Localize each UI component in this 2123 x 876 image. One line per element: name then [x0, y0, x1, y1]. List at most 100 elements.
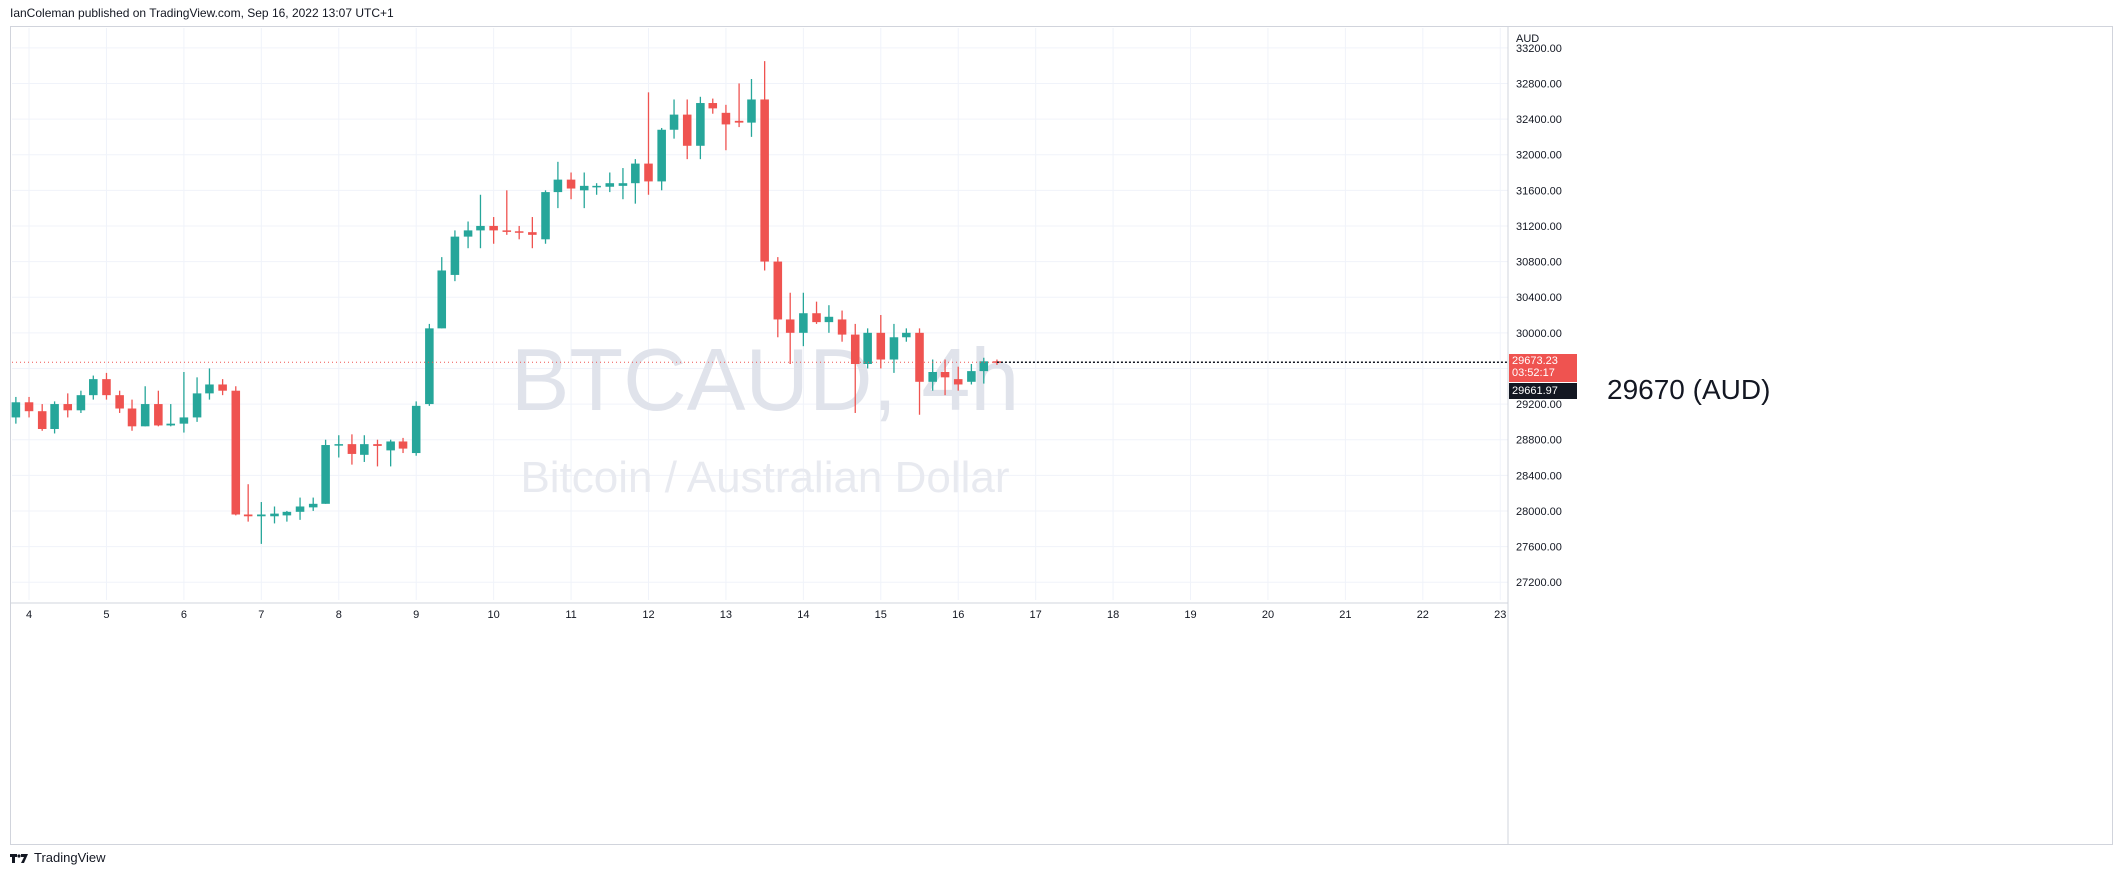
candle[interactable] — [463, 221, 473, 249]
candle[interactable] — [334, 435, 344, 458]
candle-body — [270, 513, 279, 517]
candle-body — [799, 313, 808, 333]
candle[interactable] — [398, 437, 408, 454]
candle-body — [437, 270, 447, 329]
candle[interactable] — [940, 359, 950, 396]
candle[interactable] — [166, 404, 176, 427]
candle[interactable] — [657, 127, 666, 191]
x-tick-label: 16 — [952, 609, 964, 621]
candle[interactable] — [850, 323, 860, 413]
candle[interactable] — [63, 393, 73, 418]
candle[interactable] — [979, 357, 989, 384]
candle[interactable] — [257, 502, 266, 544]
candle[interactable] — [37, 404, 47, 431]
candle[interactable] — [411, 401, 421, 456]
candle[interactable] — [967, 363, 976, 385]
candle[interactable] — [347, 434, 357, 465]
candle[interactable] — [514, 225, 524, 240]
candle[interactable] — [437, 257, 447, 329]
candle[interactable] — [528, 217, 537, 249]
candle[interactable] — [541, 190, 550, 244]
candle[interactable] — [708, 98, 718, 114]
candle[interactable] — [747, 78, 756, 137]
candle[interactable] — [140, 386, 150, 427]
candle[interactable] — [373, 439, 382, 467]
candle-body — [734, 120, 744, 123]
candle[interactable] — [102, 372, 111, 400]
candle[interactable] — [50, 401, 59, 434]
candle[interactable] — [669, 99, 679, 139]
candle[interactable] — [876, 315, 886, 369]
candle[interactable] — [218, 379, 227, 396]
candle[interactable] — [321, 439, 330, 504]
line-price-label: 29661.97 — [1509, 382, 1577, 399]
candle[interactable] — [553, 161, 563, 209]
candle[interactable] — [154, 390, 163, 427]
candle[interactable] — [243, 484, 253, 522]
candle[interactable] — [605, 172, 615, 193]
candle[interactable] — [270, 506, 279, 524]
candle[interactable] — [824, 305, 834, 333]
candle[interactable] — [502, 190, 512, 235]
x-tick-label: 8 — [336, 609, 342, 621]
candle[interactable] — [644, 92, 653, 195]
y-tick-label: 30000.00 — [1516, 328, 1562, 340]
candle[interactable] — [360, 435, 369, 462]
candle[interactable] — [799, 292, 808, 347]
candle[interactable] — [902, 328, 911, 342]
candle[interactable] — [618, 168, 628, 200]
watermark-description: Bitcoin / Australian Dollar — [520, 453, 1009, 502]
candle[interactable] — [489, 217, 498, 244]
countdown-value: 03:52:17 — [1512, 366, 1555, 379]
candle[interactable] — [386, 439, 395, 467]
candle[interactable] — [566, 172, 576, 200]
candle-body — [579, 185, 589, 191]
candle[interactable] — [837, 310, 847, 342]
candle-body — [812, 313, 821, 323]
candle[interactable] — [953, 366, 963, 391]
candle[interactable] — [179, 372, 189, 433]
line-price-value: 29661.97 — [1512, 384, 1558, 397]
candle[interactable] — [682, 99, 692, 160]
candle-body — [760, 99, 769, 262]
candle[interactable] — [785, 292, 795, 364]
candle[interactable] — [11, 396, 21, 424]
candle[interactable] — [476, 194, 485, 249]
candle[interactable] — [192, 377, 202, 422]
candle[interactable] — [282, 510, 292, 522]
candle[interactable] — [425, 323, 434, 406]
candle[interactable] — [631, 159, 640, 204]
candle-body — [140, 404, 150, 427]
candle[interactable] — [295, 497, 305, 520]
candle[interactable] — [24, 396, 34, 418]
candle-body — [644, 163, 653, 182]
candle[interactable] — [579, 172, 589, 209]
candle-body — [953, 379, 963, 385]
candle[interactable] — [127, 399, 137, 431]
candle[interactable] — [812, 301, 821, 324]
candle[interactable] — [863, 328, 872, 369]
candle[interactable] — [734, 83, 744, 128]
candle[interactable] — [915, 328, 924, 415]
candle[interactable] — [773, 257, 783, 338]
y-tick-label: 33200.00 — [1516, 43, 1562, 55]
candle-body — [979, 361, 989, 372]
candle[interactable] — [308, 497, 318, 511]
candle[interactable] — [592, 183, 601, 195]
candle[interactable] — [889, 323, 899, 373]
candle[interactable] — [89, 375, 98, 400]
tradingview-logo-icon[interactable] — [10, 850, 28, 865]
candle[interactable] — [696, 96, 705, 160]
brand-name[interactable]: TradingView — [34, 850, 106, 865]
candle[interactable] — [115, 390, 124, 413]
candle-body — [824, 316, 834, 323]
candle[interactable] — [760, 61, 769, 271]
candle[interactable] — [721, 104, 731, 151]
candle[interactable] — [928, 359, 937, 391]
candle[interactable] — [450, 230, 460, 282]
candle-body — [940, 372, 950, 378]
candle[interactable] — [231, 386, 241, 516]
candle[interactable] — [76, 390, 86, 413]
candle[interactable] — [205, 368, 214, 400]
